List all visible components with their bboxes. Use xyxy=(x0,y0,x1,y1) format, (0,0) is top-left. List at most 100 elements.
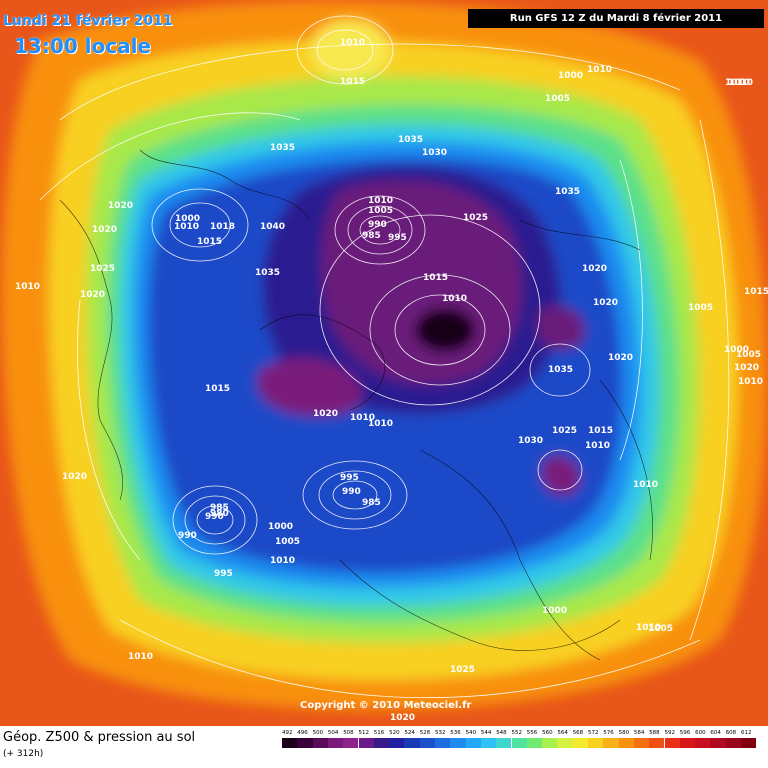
pressure-label: 1035 xyxy=(255,268,280,278)
legend-value-label: 548 xyxy=(496,730,507,736)
pressure-label: 1000 xyxy=(542,606,567,616)
pressure-label: 1025 xyxy=(450,665,475,675)
geopotential-map: 1010 1015 1000 1010 1005 1010 1035 1035 1030 1035… xyxy=(0,0,768,726)
legend-value-label: 584 xyxy=(633,730,645,736)
pressure-label: 1015 xyxy=(588,426,613,436)
legend-swatch xyxy=(511,738,527,748)
pressure-label: 1020 xyxy=(608,353,633,363)
legend-swatch xyxy=(725,738,741,748)
pressure-label: 1010 xyxy=(725,78,750,88)
legend-swatch xyxy=(404,738,420,748)
pressure-label: 1020 xyxy=(734,363,759,373)
zone-yellow-north xyxy=(310,20,390,80)
pressure-label: 1035 xyxy=(548,365,573,375)
legend-swatch xyxy=(450,738,466,748)
pressure-label: 1005 xyxy=(736,350,761,360)
pressure-label: 1010 xyxy=(128,652,153,662)
pressure-label: 1020 xyxy=(593,298,618,308)
pressure-label: 1010 xyxy=(340,38,365,48)
pressure-label: 1030 xyxy=(422,148,447,158)
pressure-label: 1010 xyxy=(350,413,375,423)
pressure-label: 1005 xyxy=(275,537,300,547)
forecast-date: Lundi 21 février 2011 xyxy=(3,13,173,29)
legend-swatch xyxy=(664,738,680,748)
pressure-label: 995 xyxy=(340,473,359,483)
legend-value-label: 516 xyxy=(373,730,385,736)
legend-value-label: 568 xyxy=(572,730,584,736)
pressure-label: 1000 xyxy=(268,522,293,532)
zone-purple-southeast xyxy=(541,456,580,496)
pressure-label: 1010 xyxy=(368,419,393,429)
pressure-label: 990 xyxy=(368,220,387,230)
pressure-label: 1010 xyxy=(270,556,295,566)
zone-purple-west xyxy=(256,358,362,417)
legend-swatch xyxy=(465,738,481,748)
legend-value-label: 524 xyxy=(404,730,415,736)
pressure-label: 1018 xyxy=(210,222,235,232)
zone-purple-east xyxy=(536,306,585,350)
legend-swatch xyxy=(343,738,359,748)
pressure-label: 1010 xyxy=(585,441,610,451)
legend-swatch xyxy=(496,738,512,748)
legend-value-label: 512 xyxy=(358,730,370,736)
legend-value-label: 560 xyxy=(542,730,553,736)
geopotential-field xyxy=(1,0,767,711)
pressure-label: 1020 xyxy=(92,225,117,235)
pressure-label: 1010 xyxy=(368,196,393,206)
pressure-label: 1040 xyxy=(260,222,285,232)
pressure-label: 990 xyxy=(342,487,361,497)
pressure-label: 1025 xyxy=(90,264,115,274)
legend-swatch xyxy=(358,738,374,748)
pressure-label: 1010 xyxy=(15,282,40,292)
legend-value-label: 612 xyxy=(741,730,752,736)
legend-swatch xyxy=(633,738,650,748)
legend-swatch xyxy=(741,738,757,748)
pressure-label: 1015 xyxy=(340,77,365,87)
legend-swatch xyxy=(373,738,390,748)
legend-swatch xyxy=(312,738,328,748)
pressure-label: 1035 xyxy=(398,135,423,145)
isobars xyxy=(39,15,730,699)
pressure-label: 1020 xyxy=(80,290,105,300)
legend-value-label: 576 xyxy=(603,730,614,736)
legend-value-label: 492 xyxy=(282,730,293,736)
footer-title: Géop. Z500 & pression au sol xyxy=(3,730,196,745)
pressure-label: 1010 xyxy=(728,78,753,88)
legend-swatch xyxy=(603,738,619,748)
pressure-label: 1005 xyxy=(545,94,570,104)
pressure-label: 985 xyxy=(210,503,229,513)
model-run-banner: Run GFS 12 Z du Mardi 8 février 2011 xyxy=(468,9,764,28)
pressure-label: 1035 xyxy=(555,187,580,197)
legend-value-label: 544 xyxy=(480,730,492,736)
legend-value-label: 592 xyxy=(664,730,676,736)
legend-value-label: 608 xyxy=(725,730,737,736)
legend-swatch xyxy=(480,738,497,748)
pressure-label: 1020 xyxy=(313,409,338,419)
pressure-label: 1020 xyxy=(582,264,607,274)
legend-swatch xyxy=(618,738,634,748)
pressure-label: 1015 xyxy=(205,384,230,394)
legend-value-label: 532 xyxy=(435,730,446,736)
pressure-label: 1010 xyxy=(738,377,763,387)
legend-swatch xyxy=(588,738,604,748)
legend-value-label: 552 xyxy=(511,730,523,736)
legend-value-label: 600 xyxy=(695,730,706,736)
pressure-label: 1015 xyxy=(423,273,448,283)
legend-value-label: 604 xyxy=(710,730,721,736)
pressure-label: 1015 xyxy=(197,237,222,247)
pressure-label: 1010 xyxy=(636,623,661,633)
pressure-label: 1000 xyxy=(175,214,200,224)
legend-value-label: 564 xyxy=(557,730,568,736)
legend-swatch xyxy=(297,738,313,748)
pressure-label: 1005 xyxy=(688,303,713,313)
legend-swatch xyxy=(695,738,711,748)
pressure-label: 1020 xyxy=(108,201,133,211)
pressure-label: 1025 xyxy=(463,213,488,223)
pressure-label: 995 xyxy=(388,233,407,243)
legend-value-label: 580 xyxy=(618,730,630,736)
legend-value-label: 536 xyxy=(450,730,461,736)
pressure-label: 1030 xyxy=(518,436,543,446)
forecast-time: 13:00 locale xyxy=(14,34,151,58)
pressure-label: 980 xyxy=(210,509,229,519)
legend-swatch xyxy=(419,738,435,748)
